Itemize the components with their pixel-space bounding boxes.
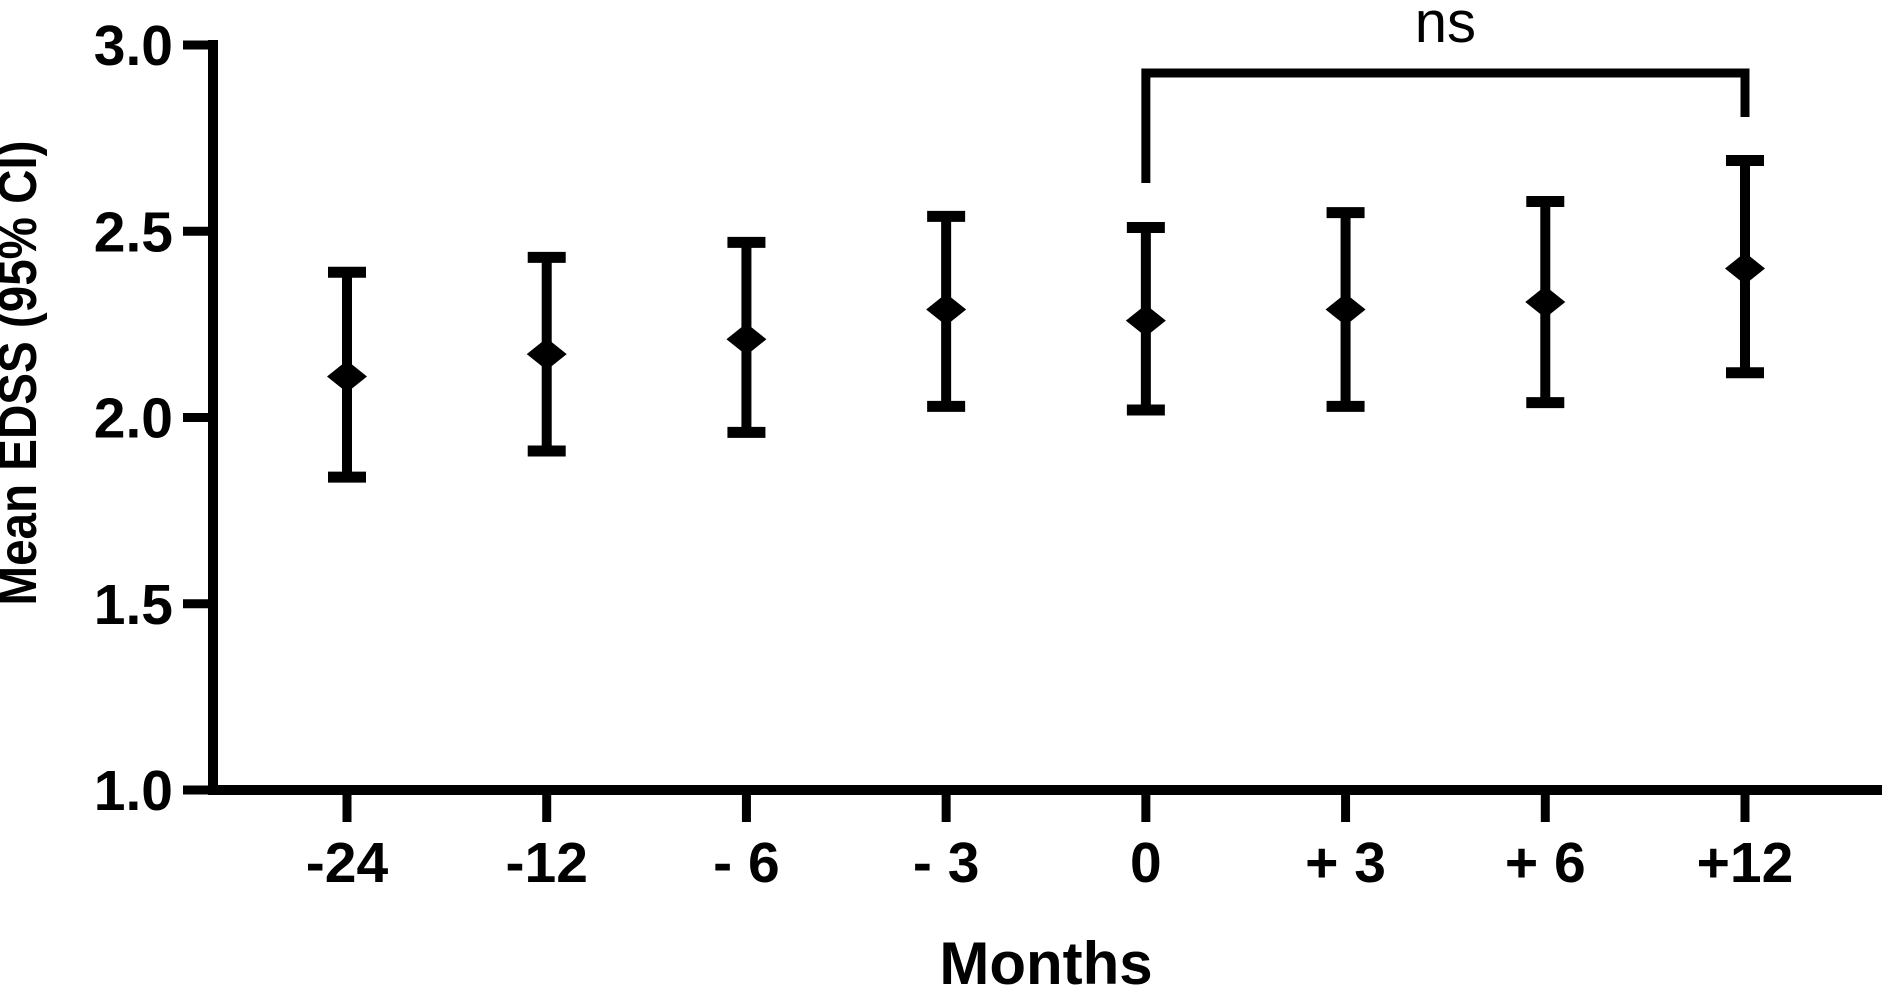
data-point [926,210,967,412]
y-tick-label: 3.0 [94,14,173,78]
data-point [1525,195,1566,409]
data-point [726,236,767,438]
mean-marker-diamond [926,293,967,326]
mean-marker-diamond [1125,304,1166,337]
data-point [526,251,567,457]
x-tick-label: + 3 [1305,831,1386,895]
ns-annotation: ns [1415,0,1476,55]
mean-marker-diamond [1724,252,1765,285]
x-tick-label: - 6 [713,831,780,895]
significance-annotation: ns [1141,0,1750,183]
data-point [1125,222,1166,416]
mean-marker-diamond [1525,286,1566,319]
axes [208,40,1882,795]
x-tick-label: -24 [306,831,389,895]
y-tick-label: 1.5 [94,573,173,637]
x-tick-label: - 3 [913,831,980,895]
x-tick-label: -12 [506,831,588,895]
data-point [327,266,367,483]
x-axis-title: Months [939,930,1152,996]
x-tick-label: +12 [1697,831,1794,895]
mean-marker-diamond [1325,293,1366,326]
y-tick-label: 1.0 [94,759,173,823]
y-tick-label: 2.0 [94,387,173,451]
mean-marker-diamond [726,323,767,356]
mean-marker-diamond [526,338,567,371]
y-axis-title: Mean EDSS (95% CI) [0,141,48,606]
y-tick-label: 2.5 [94,200,173,264]
y-axis-ticks: 1.0 1.5 2.0 2.5 3.0 [94,14,213,823]
data-point [1325,207,1366,412]
data-series-mean-edss [327,154,1765,483]
data-point [1724,154,1765,379]
significance-bracket [1141,68,1750,183]
x-tick-label: + 6 [1505,831,1586,895]
x-axis-ticks: -24 -12 - 6 - 3 0 + 3 + 6 +12 [306,790,1794,895]
mean-marker-diamond [327,360,367,393]
x-tick-label: 0 [1130,831,1162,895]
